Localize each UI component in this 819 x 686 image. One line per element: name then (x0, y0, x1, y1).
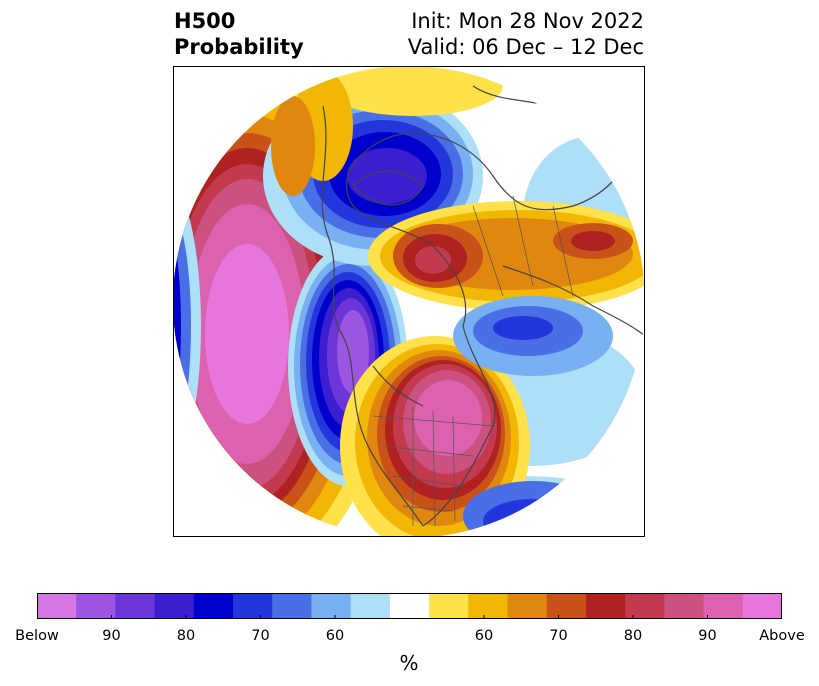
colorbar-outline (37, 593, 782, 619)
colorbar-swatch (154, 593, 195, 619)
colorbar-tick-label: 70 (251, 628, 270, 644)
probability-map (173, 66, 645, 537)
forecast-dates: Init: Mon 28 Nov 2022 Valid: 06 Dec – 12… (408, 8, 644, 60)
colorbar-unit: % (399, 651, 419, 675)
map-border (173, 66, 645, 537)
colorbar-swatch (272, 593, 312, 619)
colorbar-tick-label: 90 (698, 628, 717, 644)
colorbar-tick-label: Above (759, 628, 805, 644)
colorbar-swatch (76, 593, 116, 619)
colorbar-tick-label: 60 (325, 628, 345, 644)
colorbar-swatch (115, 593, 156, 619)
colorbar-tick-label: 90 (102, 628, 121, 644)
colorbar-svg (37, 593, 782, 619)
colorbar-swatch (429, 593, 469, 619)
colorbar-swatch (37, 593, 77, 619)
colorbar-tick-label: 70 (549, 628, 568, 644)
valid-range: Valid: 06 Dec – 12 Dec (407, 35, 644, 59)
pacific-trough (453, 296, 613, 376)
colorbar-tick-label: 80 (176, 628, 196, 644)
map-svg (173, 66, 645, 537)
colorbar-tick-label: 80 (623, 628, 643, 644)
colorbar-swatch (350, 593, 391, 619)
probability-field (173, 66, 645, 537)
colorbar-swatch (703, 593, 744, 619)
colorbar-swatch (311, 593, 352, 619)
init-date: Init: Mon 28 Nov 2022 (411, 9, 644, 33)
colorbar-swatch (468, 593, 509, 619)
colorbar-swatch (664, 593, 705, 619)
colorbar (37, 593, 782, 619)
colorbar-swatch (742, 593, 782, 619)
borders (372, 195, 574, 527)
colorbar-swatch (507, 593, 548, 619)
colorbar-tick-label: 60 (474, 628, 494, 644)
colorbar-tick-label: Below (15, 628, 59, 644)
chart-title: H500 Probability (174, 8, 304, 60)
colorbar-swatch (585, 593, 626, 619)
arctic-trough (263, 86, 483, 266)
colorbar-swatch (233, 593, 273, 619)
colorbar-swatch (625, 593, 665, 619)
colorbar-swatch (546, 593, 587, 619)
title-line-1: H500 (174, 9, 236, 33)
colorbar-swatch (389, 593, 430, 619)
title-line-2: Probability (174, 35, 304, 59)
europe-ridge (368, 201, 645, 311)
colorbar-swatch (193, 593, 234, 619)
western-trough (288, 246, 408, 486)
